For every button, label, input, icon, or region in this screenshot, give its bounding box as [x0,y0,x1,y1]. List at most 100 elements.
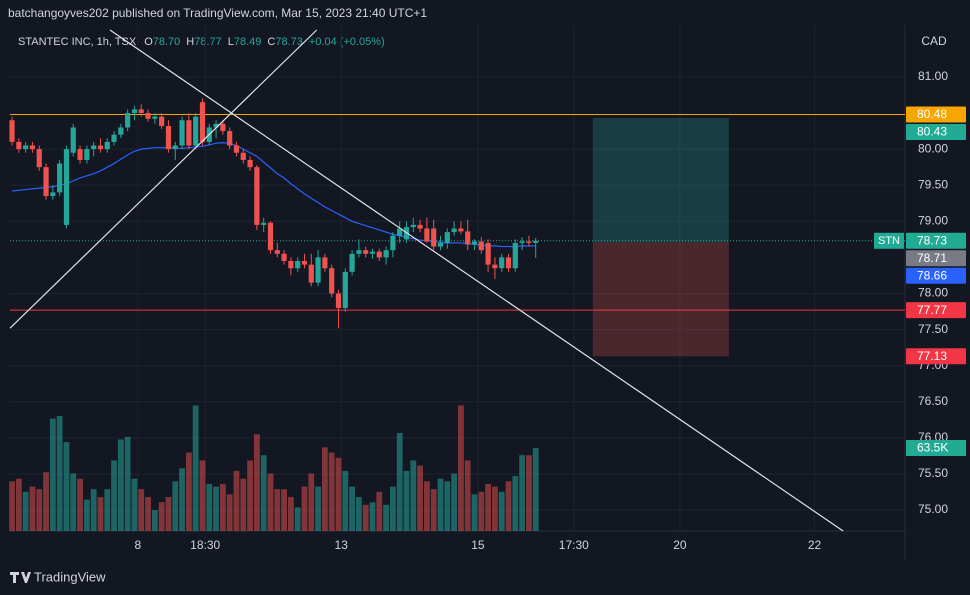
candle-body [485,242,491,265]
candle-body [213,123,219,128]
legend-item-value: 78.77 [194,36,222,48]
legend-item-label: C [267,36,275,48]
candle-body [43,167,49,197]
volume-bar [281,489,287,531]
candle-body [471,241,478,245]
legend-item-value: 78.49 [234,36,262,48]
candle-body [193,116,199,146]
volume-bar [172,481,179,531]
candle-body [267,222,274,251]
volume-bar [15,478,22,531]
volume-bar [151,510,158,531]
volume-bar [77,478,83,531]
volume-bar [294,507,301,531]
candle-body [131,109,138,114]
candle-body [342,271,348,308]
candle-body [23,145,29,150]
y-tick-label: 81.00 [918,69,948,83]
brand-logo [10,572,31,583]
candle-body [444,232,450,243]
volume-bar [410,460,417,531]
volume-bar [111,460,117,531]
volume-bar [9,481,15,531]
candle-body [91,145,97,150]
volume-bar [355,497,362,531]
volume-bar [396,432,403,531]
price-badge [906,232,966,249]
price-badge [906,250,966,267]
candle-body [349,253,355,272]
candle-body [322,257,328,269]
y-tick-label: 75.00 [918,502,948,516]
volume-bar [512,476,519,531]
candle-body [50,192,56,197]
volume-bar [63,442,70,531]
volume-bar [464,460,471,531]
volume-bar [478,491,485,531]
grid [10,25,905,531]
volume-bar [36,489,43,531]
candle-body [437,242,444,247]
candle-body [526,241,532,243]
volume-bar [471,494,478,531]
candle-body [63,149,70,225]
candle-body [261,222,267,225]
candle-body [172,145,178,150]
volume-bar [505,481,512,531]
candle-body [458,228,464,232]
candle-body [97,145,104,150]
volume-bar [376,491,383,531]
candle-body [125,113,131,128]
price-badge-label: 78.71 [917,251,947,265]
legend: STANTEC INC, 1h, TSX O78.70 H78.77 L78.49 C7… [18,36,385,48]
x-tick-label: 20 [673,538,687,552]
y-tick-label: 79.50 [918,177,948,191]
volume-bar [233,470,240,531]
volume-bar [519,455,526,531]
volume-bar [451,473,457,531]
candle-body [138,109,144,114]
volume-bar [90,489,97,531]
price-badge-label: 80.48 [917,107,947,121]
candle-body [410,224,416,228]
price-badge [906,123,966,140]
volume-bar [192,405,199,531]
volume-bar [437,478,444,531]
price-badge [906,267,966,284]
volume-bar [185,452,192,531]
volume-bar [267,473,274,531]
volume-bar [138,489,145,531]
trendline [109,29,844,532]
volume-badge-label: 63.5K [917,441,948,455]
candle-body [70,127,76,153]
candle-body [519,241,525,243]
candle-body [376,251,382,258]
volume-bar [29,486,36,531]
candle-body [533,240,539,243]
candle-body [29,145,36,150]
candle-body [363,250,369,254]
candle-body [233,145,240,153]
y-tick-label: 76.50 [918,394,948,408]
candle-body [499,257,505,269]
volume-bar [349,486,355,531]
price-badge [906,348,966,365]
volume-bar [206,483,213,531]
candle-body [295,261,301,269]
legend-change: +0.04 (+0.05%) [309,36,385,48]
volume-bar [179,468,185,531]
volume-bar [70,473,77,531]
candle-body [220,123,226,132]
volume-bar [145,497,151,531]
candle-body [465,231,471,245]
volume-bar [532,448,539,531]
price-badge [906,302,966,319]
symbol-badge [874,232,904,249]
x-tick-label: 22 [808,538,822,552]
y-tick-label: 79.00 [918,213,948,227]
candle-body [104,141,110,150]
currency: CAD [921,34,947,48]
x-tick-label: 13 [335,538,349,552]
